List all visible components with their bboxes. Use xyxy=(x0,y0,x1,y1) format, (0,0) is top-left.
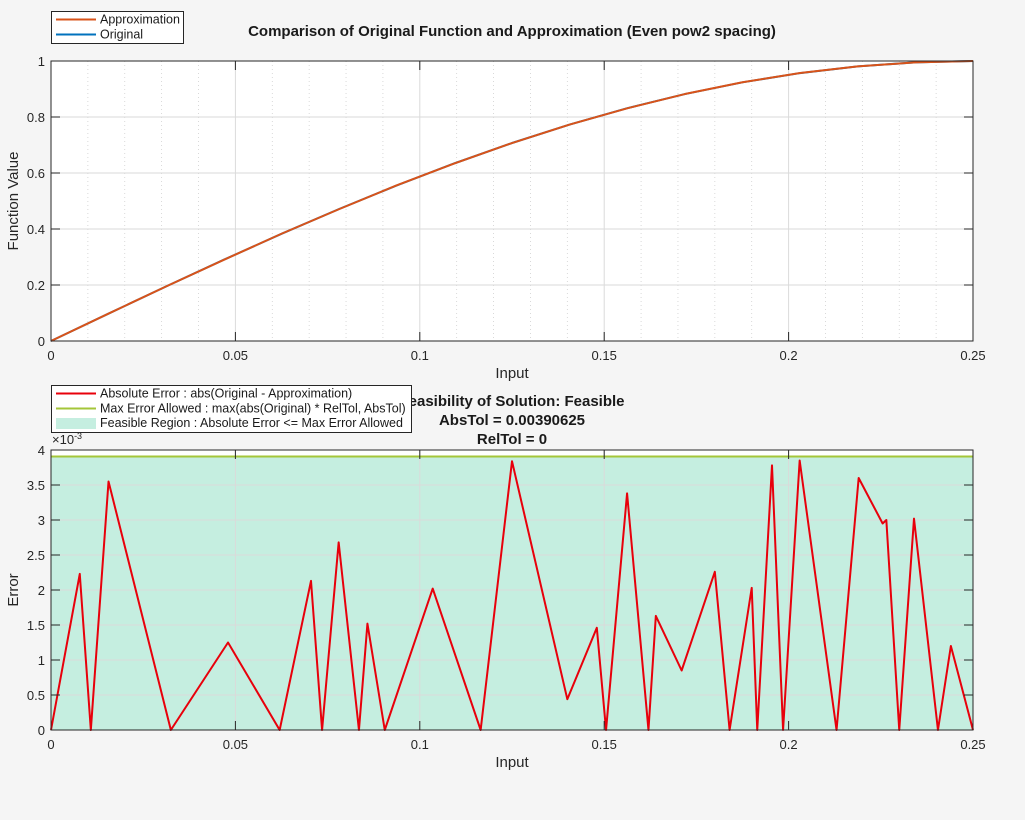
x-tick-label: 0.2 xyxy=(780,737,798,752)
x-tick-label: 0.05 xyxy=(223,737,248,752)
legend-feasible-region-label: Feasible Region : Absolute Error <= Max … xyxy=(100,416,403,430)
bottom-y-axis-label: Error xyxy=(5,573,22,606)
y-tick-label: 0.5 xyxy=(27,688,45,703)
legend-absolute-error-label: Absolute Error : abs(Original - Approxim… xyxy=(100,387,352,401)
top-chart-title: Comparison of Original Function and Appr… xyxy=(248,23,776,40)
top-plot-area xyxy=(51,61,973,341)
bottom-legend-box xyxy=(51,385,412,433)
series-line-absolute xyxy=(50,459,974,731)
top-x-axis-label: Input xyxy=(495,365,529,382)
y-tick-label: 1 xyxy=(38,54,45,69)
x-tick-label: 0.15 xyxy=(592,348,617,363)
y-tick-label: 0.2 xyxy=(27,278,45,293)
y-tick-label: 0 xyxy=(38,723,45,738)
top-chart: 0 0.05 0.1 0.15 0.2 0.25 0 0.2 0.4 0.6 0.8 1 Compar… xyxy=(5,11,986,382)
y-tick-label: 0 xyxy=(38,334,45,349)
exponent-base: ×10 xyxy=(52,432,74,447)
y-tick-label: 4 xyxy=(38,443,45,458)
top-minor-grid xyxy=(87,61,937,341)
y-tick-label: 1.5 xyxy=(27,618,45,633)
top-legend[interactable]: Approximation Original xyxy=(51,11,184,44)
x-tick-label: 0 xyxy=(47,737,54,752)
x-tick-label: 0 xyxy=(47,348,54,363)
x-tick-label: 0.1 xyxy=(411,348,429,363)
y-tick-label: 0.8 xyxy=(27,110,45,125)
top-legend-box xyxy=(51,11,184,44)
legend-approximation-label: Approximation xyxy=(100,13,180,27)
y-tick-label: 3.5 xyxy=(27,478,45,493)
top-y-axis-label: Function Value xyxy=(5,152,22,251)
legend-max-error-label: Max Error Allowed : max(abs(Original) * … xyxy=(100,402,406,416)
legend-original-label: Original xyxy=(100,28,143,42)
y-tick-label: 0.4 xyxy=(27,222,45,237)
top-series-group xyxy=(50,60,974,342)
x-tick-label: 0.25 xyxy=(960,737,985,752)
bottom-ticks: 0 0.05 0.1 0.15 0.2 0.25 0 0.5 1 1.5 2 2.5 3 3.5 4 xyxy=(27,443,986,752)
feasible-region-fill xyxy=(51,456,973,730)
exponent-power: -3 xyxy=(74,431,82,441)
legend-feasible-region-swatch xyxy=(56,418,96,429)
bottom-chart: 0 0.05 0.1 0.15 0.2 0.25 0 0.5 1 1.5 2 2.5 3 3.5 4 Fea… xyxy=(5,385,986,771)
top-plot-frame xyxy=(50,60,974,342)
series-line-approximation xyxy=(50,60,974,342)
x-tick-label: 0.2 xyxy=(780,348,798,363)
x-tick-label: 0.25 xyxy=(960,348,985,363)
x-tick-label: 0.15 xyxy=(592,737,617,752)
y-tick-label: 2.5 xyxy=(27,548,45,563)
bottom-title-line-1: Feasibility of Solution: Feasible xyxy=(399,393,624,410)
y-tick-label: 2 xyxy=(38,583,45,598)
top-ticks: 0 0.05 0.1 0.15 0.2 0.25 0 0.2 0.4 0.6 0.8 1 xyxy=(27,54,986,363)
bottom-title-line-3: RelTol = 0 xyxy=(477,431,547,448)
y-tick-label: 1 xyxy=(38,653,45,668)
x-tick-label: 0.05 xyxy=(223,348,248,363)
bottom-legend[interactable]: Absolute Error : abs(Original - Approxim… xyxy=(51,385,412,433)
y-tick-label: 0.6 xyxy=(27,166,45,181)
bottom-exponent-label: ×10-3 xyxy=(52,431,82,447)
bottom-series-group xyxy=(50,455,974,731)
bottom-x-axis-label: Input xyxy=(495,754,529,771)
bottom-title-line-2: AbsTol = 0.00390625 xyxy=(439,412,585,429)
y-tick-label: 3 xyxy=(38,513,45,528)
x-tick-label: 0.1 xyxy=(411,737,429,752)
